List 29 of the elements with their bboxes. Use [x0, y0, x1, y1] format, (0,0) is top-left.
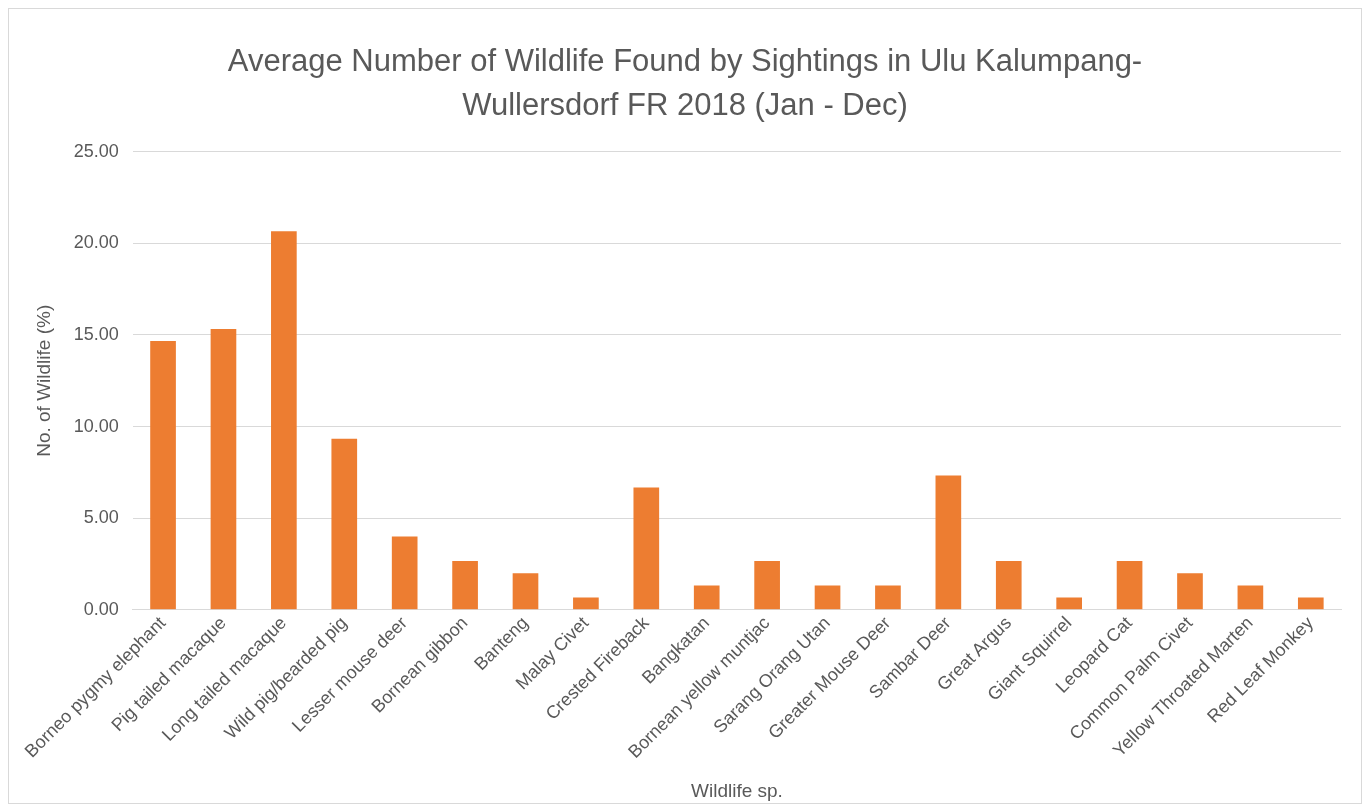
bar — [452, 560, 478, 610]
bar — [935, 475, 962, 610]
bar — [271, 231, 297, 610]
bar — [995, 560, 1022, 610]
bar — [573, 597, 599, 610]
bar — [331, 438, 358, 610]
y-axis-title: No. of Wildlife (%) — [32, 304, 54, 457]
y-tick-label: 10.00 — [73, 415, 119, 436]
y-tick-label: 25.00 — [73, 140, 119, 161]
bar — [875, 585, 901, 610]
bar — [391, 536, 418, 610]
bar — [512, 573, 539, 610]
bar — [1237, 585, 1264, 610]
bar — [754, 560, 780, 610]
bar — [1177, 573, 1203, 610]
bar — [693, 585, 720, 610]
bar — [633, 487, 660, 610]
y-tick-label: 20.00 — [73, 232, 119, 253]
y-tick-label: 5.00 — [83, 507, 119, 528]
bar — [210, 328, 237, 610]
bar — [1056, 597, 1082, 610]
y-tick-label: 15.00 — [73, 323, 119, 344]
bar — [1297, 597, 1324, 610]
bar — [814, 585, 841, 610]
bar — [1116, 560, 1143, 610]
x-axis-title: Wildlife sp. — [690, 779, 783, 801]
bar — [150, 341, 176, 610]
y-tick-label: 0.00 — [83, 598, 119, 619]
chart-title: Average Number of Wildlife Found by Sightings in Ulu Kalumpang-Wullersdorf FR 2018 (Jan - Dec) — [226, 42, 1144, 124]
